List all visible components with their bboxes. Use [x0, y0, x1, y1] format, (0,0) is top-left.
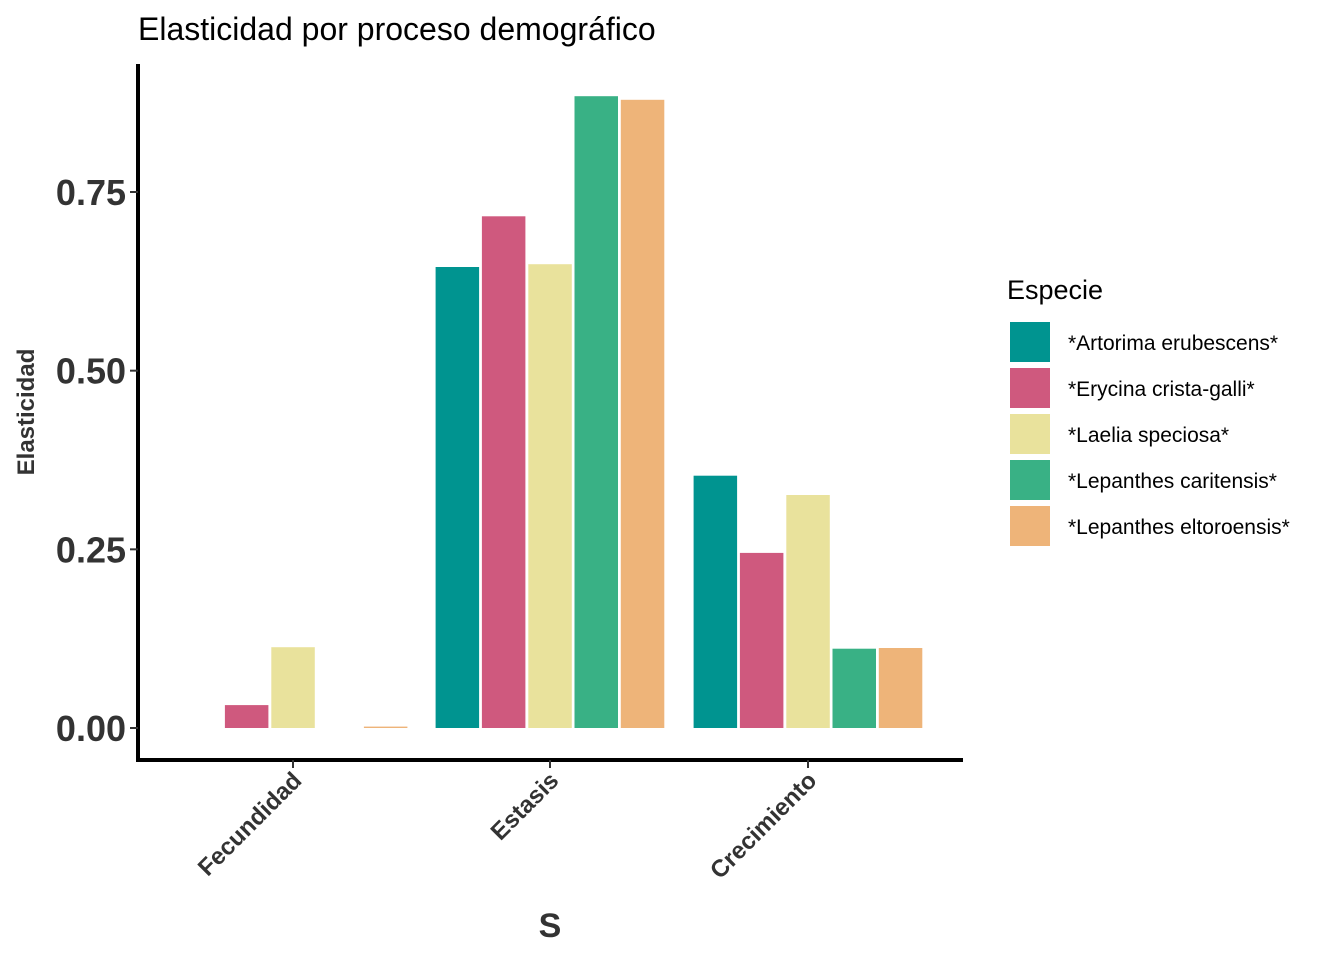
bar-estasis-4	[620, 99, 665, 729]
bar-estasis-2	[528, 264, 572, 728]
x-tick-label: Crecimiento	[705, 767, 822, 884]
legend-swatch	[1010, 506, 1050, 546]
legend-label: *Artorima erubescens*	[1068, 332, 1278, 355]
bar-estasis-0	[435, 267, 480, 728]
legend-swatch	[1010, 368, 1050, 408]
bar-estasis-3	[574, 96, 618, 728]
bar-fecundidad-4	[363, 726, 408, 728]
bar-estasis-1	[481, 216, 526, 729]
legend-label: *Lepanthes caritensis*	[1068, 470, 1277, 493]
chart-title: Elasticidad por proceso demográfico	[138, 11, 656, 47]
legend-swatch	[1010, 414, 1050, 454]
bar-crecimiento-0	[693, 475, 738, 728]
legend-swatch	[1010, 460, 1050, 500]
legend-label: *Lepanthes eltoroensis*	[1068, 516, 1290, 539]
x-tick-label: Fecundidad	[193, 767, 307, 881]
y-tick-label: 0.25	[56, 529, 126, 570]
legend-label: *Erycina crista-galli*	[1068, 378, 1255, 401]
y-tick-label: 0.75	[56, 172, 126, 213]
legend-title: Especie	[1007, 275, 1103, 305]
x-tick-label: Estasis	[486, 767, 565, 846]
bar-crecimiento-1	[739, 552, 784, 728]
x-ticks: Fecundidad Estasis Crecimiento	[193, 760, 822, 884]
bar-crecimiento-3	[832, 648, 876, 728]
legend-swatch	[1010, 322, 1050, 362]
legend-label: *Laelia speciosa*	[1068, 424, 1229, 447]
bar-fecundidad-1	[224, 705, 269, 728]
bar-crecimiento-4	[878, 648, 923, 728]
y-tick-label: 0.50	[56, 351, 126, 392]
y-ticks: 0.00 0.25 0.50 0.75	[56, 172, 138, 749]
y-tick-label: 0.00	[56, 708, 126, 749]
legend: Especie *Artorima erubescens* *Erycina cr…	[1007, 275, 1290, 546]
bar-fecundidad-2	[271, 647, 315, 728]
bars-layer	[224, 96, 923, 729]
bar-crecimiento-2	[786, 495, 830, 728]
x-axis-label: S	[539, 907, 562, 945]
y-axis-label: Elasticidad	[13, 349, 40, 476]
